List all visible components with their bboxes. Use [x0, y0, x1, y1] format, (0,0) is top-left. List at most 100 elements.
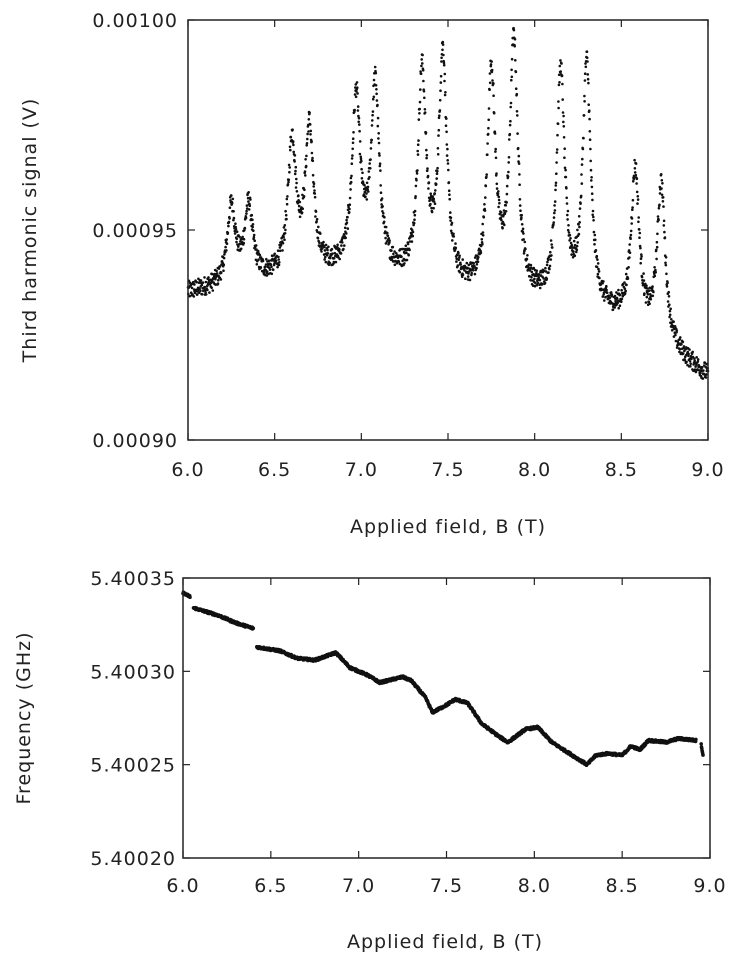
data-point [515, 110, 519, 113]
data-point [235, 237, 239, 241]
data-point [586, 73, 590, 76]
data-point [508, 132, 512, 136]
data-point [448, 197, 452, 201]
data-point [224, 251, 227, 254]
data-point [377, 141, 381, 145]
data-point [533, 277, 536, 281]
data-point [441, 48, 444, 52]
data-point [507, 156, 511, 159]
data-point [561, 111, 565, 114]
data-point [386, 234, 390, 238]
data-point [307, 118, 311, 121]
data-point [285, 197, 289, 201]
data-point [529, 278, 532, 282]
data-point [225, 242, 229, 245]
data-point [458, 254, 461, 257]
data-point [582, 114, 586, 117]
data-point [473, 272, 477, 276]
data-point [363, 183, 366, 187]
data-point [360, 159, 363, 163]
data-point [646, 287, 649, 290]
data-point [508, 123, 512, 127]
data-point [436, 153, 440, 156]
data-point [358, 152, 362, 156]
data-point [293, 160, 296, 163]
data-point [293, 172, 297, 176]
data-point [616, 298, 619, 301]
data-point [596, 262, 600, 265]
data-point [371, 110, 375, 113]
data-point [206, 288, 209, 292]
data-point [507, 161, 511, 164]
data-point [601, 295, 605, 298]
data-point [353, 93, 357, 96]
data-point [312, 182, 316, 185]
data-point [696, 360, 700, 363]
data-point [645, 295, 649, 299]
data-point [582, 136, 585, 140]
data-point [315, 220, 318, 223]
data-point [620, 300, 623, 304]
data-point [583, 94, 586, 98]
x-tick-label: 9.0 [691, 459, 724, 481]
data-point [455, 257, 459, 261]
data-point [480, 238, 484, 241]
data-point [446, 162, 450, 165]
data-point [274, 259, 278, 263]
data-point [217, 267, 221, 270]
data-point [309, 129, 313, 133]
data-point [635, 177, 639, 181]
data-point [553, 204, 556, 207]
data-point [530, 270, 534, 274]
data-point [428, 198, 432, 201]
data-point [441, 43, 445, 46]
data-point [235, 230, 239, 233]
data-point [557, 83, 561, 87]
data-point [238, 242, 241, 246]
data-point [188, 595, 192, 599]
data-point [330, 247, 334, 251]
data-point [292, 150, 296, 154]
data-point [285, 202, 289, 206]
data-point [494, 156, 498, 160]
data-point [364, 195, 367, 198]
data-point [217, 278, 220, 282]
data-point [559, 70, 562, 73]
data-point [580, 182, 584, 185]
data-point [358, 129, 361, 133]
data-point [356, 92, 359, 95]
data-point [305, 154, 308, 158]
data-point [414, 184, 418, 188]
data-point [298, 200, 302, 204]
third-harmonic-data-points [186, 26, 710, 380]
data-point [350, 157, 354, 160]
y-tick-label: 5.40035 [90, 568, 176, 590]
data-point [210, 286, 213, 290]
data-point [570, 243, 574, 247]
data-point [432, 206, 435, 210]
data-point [345, 221, 349, 224]
data-point [423, 96, 426, 100]
data-point [503, 212, 507, 216]
data-point [202, 289, 205, 293]
data-point [636, 195, 640, 198]
data-point [481, 242, 484, 246]
data-point [434, 189, 437, 192]
data-point [322, 240, 325, 244]
data-point [250, 213, 254, 217]
data-point [218, 265, 222, 268]
data-point [375, 92, 378, 96]
data-point [476, 260, 480, 264]
data-point [435, 177, 439, 180]
data-point [442, 61, 446, 65]
data-point [294, 165, 298, 169]
data-point [323, 255, 327, 259]
data-point [700, 366, 704, 369]
data-point [360, 167, 363, 171]
data-point [552, 221, 555, 224]
data-point [642, 272, 645, 275]
data-point [578, 221, 581, 224]
data-point [543, 281, 547, 285]
data-point [228, 217, 231, 220]
data-point [630, 217, 634, 220]
